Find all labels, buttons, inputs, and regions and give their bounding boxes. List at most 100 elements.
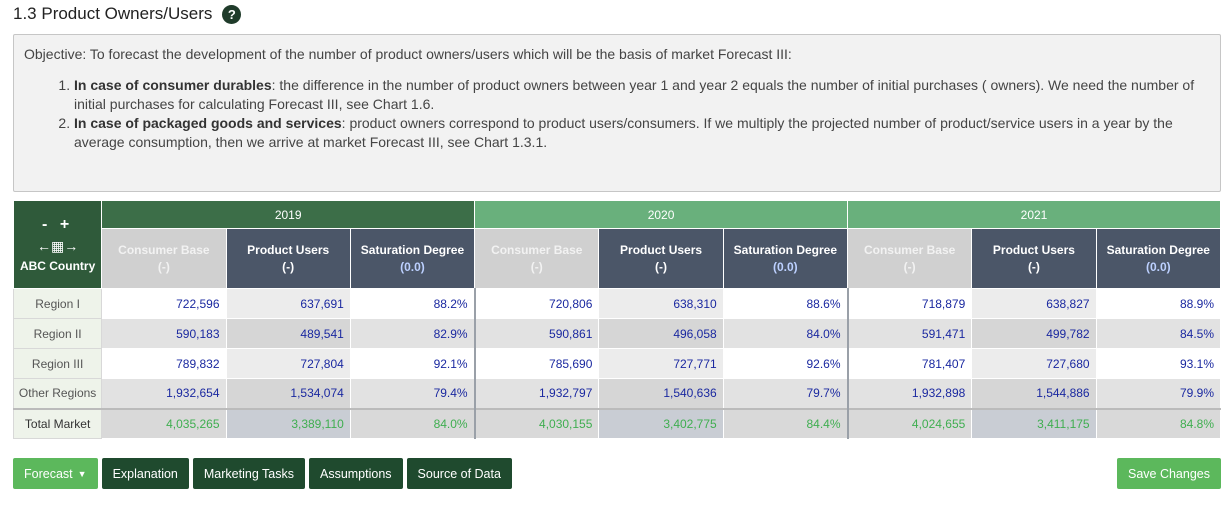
objective-item-text: : product owners correspond to product u… <box>74 115 1173 150</box>
product-users-cell[interactable]: 727,680 <box>971 348 1097 379</box>
column-label: Consumer Base <box>491 242 583 257</box>
forecast-dropdown-button[interactable]: Forecast ▼ <box>13 458 98 489</box>
product-users-cell[interactable]: 638,310 <box>598 288 724 319</box>
consumer-base-cell: 781,407 <box>846 348 973 379</box>
consumer-base-cell: 4,035,265 <box>101 407 227 439</box>
product-users-cell[interactable]: 638,827 <box>971 288 1097 319</box>
consumer-base-cell: 785,690 <box>473 348 600 379</box>
product-users-cell[interactable]: 727,771 <box>598 348 724 379</box>
table-row: Region II 590,183 489,541 82.9% 590,861 496,0… <box>12 318 1222 349</box>
objective-item-heading: In case of packaged goods and services <box>74 115 342 131</box>
row-label: Other Regions <box>12 378 103 409</box>
consumer-base-cell: 720,806 <box>473 288 600 319</box>
product-users-cell[interactable]: 637,691 <box>225 288 351 319</box>
product-users-cell: 3,389,110 <box>225 407 351 439</box>
saturation-degree-cell: 79.4% <box>349 378 476 409</box>
consumer-base-cell: 590,183 <box>101 318 227 349</box>
section-header: 1.3 Product Owners/Users ? <box>13 2 242 26</box>
plus-button[interactable]: + <box>59 216 74 233</box>
total-row: Total Market 4,035,265 3,389,110 84.0% 4,030… <box>12 407 1222 439</box>
table-row: Region III 789,832 727,804 92.1% 785,690 727,… <box>12 348 1222 379</box>
saturation-degree-cell: 84.0% <box>722 318 849 349</box>
saturation-degree-cell: 88.6% <box>722 288 849 319</box>
saturation-degree-cell: 84.4% <box>722 407 849 439</box>
caret-down-icon: ▼ <box>77 468 87 479</box>
objective-item-heading: In case of consumer durables <box>74 77 272 93</box>
product-users-cell: 3,411,175 <box>971 407 1097 439</box>
product-users-cell[interactable]: 727,804 <box>225 348 351 379</box>
consumer-base-cell: 4,024,655 <box>846 407 973 439</box>
consumer-base-cell: 1,932,797 <box>473 378 600 409</box>
owners-users-table: - + ←▦→ ABC Country 2019 2020 2021 Consu… <box>12 200 1222 439</box>
saturation-degree-cell: 92.6% <box>722 348 849 379</box>
table-row: Region I 722,596 637,691 88.2% 720,806 638,31… <box>12 288 1222 319</box>
column-label: Product Users <box>620 242 703 257</box>
column-header-saturation-degree: Saturation Degree (0.0) <box>349 228 476 289</box>
saturation-degree-cell: 79.9% <box>1095 378 1222 409</box>
saturation-degree-cell: 84.5% <box>1095 318 1222 349</box>
consumer-base-cell: 1,932,654 <box>101 378 227 409</box>
column-header-product-users: Product Users (-) <box>971 228 1097 289</box>
product-users-cell[interactable]: 496,058 <box>598 318 724 349</box>
column-header-product-users: Product Users (-) <box>225 228 351 289</box>
arrow-right-icon[interactable]: → <box>64 238 79 254</box>
minus-button[interactable]: - <box>42 216 52 233</box>
objective-list: In case of consumer durables: the differ… <box>24 76 1210 152</box>
row-label: Total Market <box>12 407 103 439</box>
year-header: 2019 <box>101 200 476 229</box>
column-label: Consumer Base <box>863 242 956 257</box>
column-label: Saturation Degree <box>360 242 465 257</box>
product-users-cell[interactable]: 1,534,074 <box>225 378 351 409</box>
column-header-product-users: Product Users (-) <box>598 228 724 289</box>
product-users-cell[interactable]: 499,782 <box>971 318 1097 349</box>
row-label: Region III <box>12 348 103 379</box>
saturation-degree-cell: 93.1% <box>1095 348 1222 379</box>
column-unit: (-) <box>655 259 668 274</box>
column-label: Saturation Degree <box>1106 242 1210 257</box>
product-users-cell: 3,402,775 <box>598 407 724 439</box>
objective-panel: Objective: To forecast the development o… <box>13 34 1221 192</box>
column-unit: (-) <box>282 259 295 274</box>
table-row: Other Regions 1,932,654 1,534,074 79.4% 1,93… <box>12 378 1222 409</box>
marketing-tasks-button[interactable]: Marketing Tasks <box>192 458 305 489</box>
objective-item: In case of consumer durables: the differ… <box>74 76 1210 114</box>
column-header-saturation-degree: Saturation Degree (0.0) <box>1095 228 1222 289</box>
product-users-cell[interactable]: 1,540,636 <box>598 378 724 409</box>
save-changes-button[interactable]: Save Changes <box>1116 458 1221 489</box>
explanation-button[interactable]: Explanation <box>101 458 189 489</box>
table-body: Region I 722,596 637,691 88.2% 720,806 638,31… <box>12 288 1222 439</box>
column-unit: (0.0) <box>1145 259 1171 274</box>
saturation-degree-cell: 88.2% <box>349 288 476 319</box>
column-label: Product Users <box>247 242 330 257</box>
source-of-data-button[interactable]: Source of Data <box>406 458 512 489</box>
assumptions-button[interactable]: Assumptions <box>308 458 403 489</box>
question-circle-icon[interactable]: ? <box>222 4 242 24</box>
calendar-nav[interactable]: ←▦→ <box>14 238 101 255</box>
column-label: Product Users <box>992 242 1075 257</box>
row-label: Region I <box>12 288 103 319</box>
year-header: 2020 <box>474 200 848 229</box>
product-users-cell[interactable]: 1,544,886 <box>971 378 1097 409</box>
column-unit: (-) <box>530 259 543 274</box>
action-toolbar: Forecast ▼ Explanation Marketing Tasks As… <box>13 458 512 489</box>
year-header: 2021 <box>847 200 1221 229</box>
column-unit: (-) <box>157 259 170 274</box>
row-label: Region II <box>12 318 103 349</box>
table-corner: - + ←▦→ ABC Country <box>12 200 103 289</box>
calendar-icon[interactable]: ▦ <box>50 238 65 254</box>
expand-collapse-controls[interactable]: - + <box>14 216 101 234</box>
column-header-consumer-base: Consumer Base (-) <box>101 228 227 289</box>
column-label: Consumer Base <box>118 242 210 257</box>
product-users-cell[interactable]: 489,541 <box>225 318 351 349</box>
arrow-left-icon[interactable]: ← <box>36 238 51 254</box>
column-header-saturation-degree: Saturation Degree (0.0) <box>722 228 849 289</box>
objective-item: In case of packaged goods and services: … <box>74 114 1210 152</box>
consumer-base-cell: 4,030,155 <box>473 407 600 439</box>
consumer-base-cell: 590,861 <box>473 318 600 349</box>
forecast-label: Forecast <box>24 466 73 481</box>
saturation-degree-cell: 92.1% <box>349 348 476 379</box>
consumer-base-cell: 789,832 <box>101 348 227 379</box>
consumer-base-cell: 1,932,898 <box>846 378 973 409</box>
column-unit: (-) <box>1027 259 1040 274</box>
saturation-degree-cell: 82.9% <box>349 318 476 349</box>
